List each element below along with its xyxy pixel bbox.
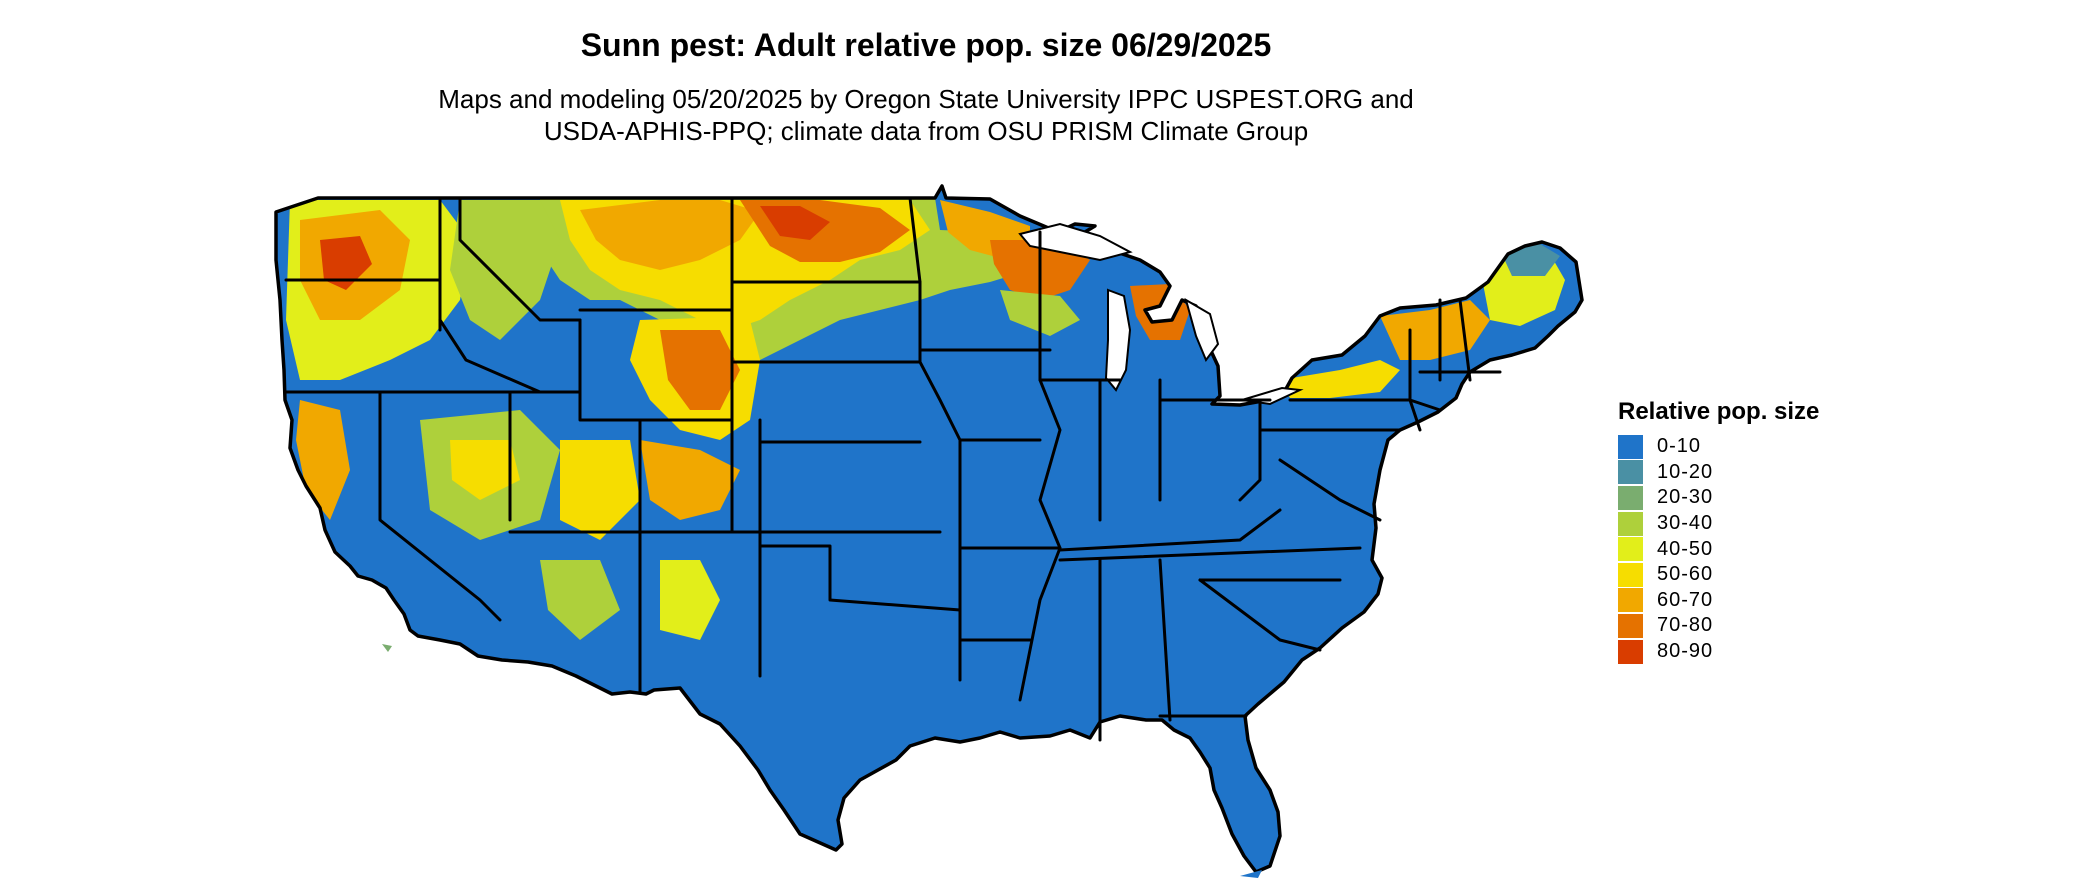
florida-keys xyxy=(1240,870,1262,878)
legend-label: 70-80 xyxy=(1657,614,1714,637)
utah-50-60 xyxy=(560,440,640,540)
border-tn-nc-va xyxy=(1058,546,1362,562)
border-or-id xyxy=(438,318,542,394)
legend-label: 10-20 xyxy=(1657,460,1714,483)
legend-swatch xyxy=(1618,562,1643,587)
border-ga-sc xyxy=(1198,578,1322,652)
colorado-60-70 xyxy=(640,440,740,520)
legend-item: 30-40 xyxy=(1618,511,1819,537)
oregon-cascades-80-90 xyxy=(320,236,372,290)
lake-superior xyxy=(1018,222,1133,262)
legend-items: 0-10 10-20 20-30 30-40 40-50 50-60 60-70 70-80 8… xyxy=(1618,434,1819,664)
legend-title: Relative pop. size xyxy=(1618,398,1820,425)
legend-swatch xyxy=(1618,613,1643,638)
border-ky-tn xyxy=(1058,508,1282,552)
legend-swatch xyxy=(1618,588,1643,613)
border-id-wy-ut xyxy=(578,318,734,422)
legend-item: 20-30 xyxy=(1618,485,1819,511)
population-raster xyxy=(276,186,1582,872)
legend-label: 80-90 xyxy=(1657,640,1714,663)
legend-label: 0-10 xyxy=(1657,435,1702,458)
channel-islands xyxy=(382,644,392,652)
legend-swatch xyxy=(1618,537,1643,562)
border-ok-tx xyxy=(758,544,962,612)
montana-60-70 xyxy=(580,200,760,270)
state-borders xyxy=(284,196,1502,742)
legend-label: 60-70 xyxy=(1657,588,1714,611)
idaho-30-40 xyxy=(450,200,560,340)
map-legend: Relative pop. size 0-10 10-20 20-30 30-40 40… xyxy=(1618,398,1819,664)
legend-swatch xyxy=(1618,511,1643,536)
legend-swatch xyxy=(1618,485,1643,510)
border-oh-pa xyxy=(1238,398,1262,502)
legend-item: 80-90 xyxy=(1618,639,1819,665)
legend-item: 10-20 xyxy=(1618,460,1819,486)
legend-item: 50-60 xyxy=(1618,562,1819,588)
legend-label: 40-50 xyxy=(1657,537,1714,560)
north-dakota-80-90 xyxy=(760,206,830,240)
legend-item: 70-80 xyxy=(1618,613,1819,639)
map-subtitle-line-2: USDA-APHIS-PPQ; climate data from OSU PR… xyxy=(543,116,1309,146)
map-subtitle-line-1: Maps and modeling 05/20/2025 by Oregon S… xyxy=(438,84,1414,114)
new-york-50-60 xyxy=(1280,360,1400,398)
border-dakotas-mn-ia-mo-ar-la xyxy=(908,196,962,682)
arizona-30-40 xyxy=(540,560,620,640)
border-ny-vt-ma xyxy=(1408,328,1442,412)
legend-label: 50-60 xyxy=(1657,563,1714,586)
coastal-islands xyxy=(382,644,1262,878)
nevada-50-60 xyxy=(450,440,520,500)
legend-item: 60-70 xyxy=(1618,588,1819,614)
legend-swatch xyxy=(1618,434,1643,459)
border-nh-me xyxy=(1458,298,1472,382)
border-wv-va xyxy=(1278,458,1382,522)
border-ca-nv xyxy=(378,390,502,622)
map-title: Sunn pest: Adult relative pop. size 06/2… xyxy=(580,27,1272,63)
border-al-ga xyxy=(1158,558,1172,722)
wyoming-70-80 xyxy=(660,330,740,410)
legend-swatch xyxy=(1618,460,1643,485)
legend-label: 30-40 xyxy=(1657,512,1714,535)
legend-label: 20-30 xyxy=(1657,486,1714,509)
legend-swatch xyxy=(1618,639,1643,664)
new-mexico-40-50 xyxy=(660,560,720,640)
legend-item: 0-10 xyxy=(1618,434,1819,460)
legend-item: 40-50 xyxy=(1618,536,1819,562)
lake-huron xyxy=(1184,297,1220,362)
